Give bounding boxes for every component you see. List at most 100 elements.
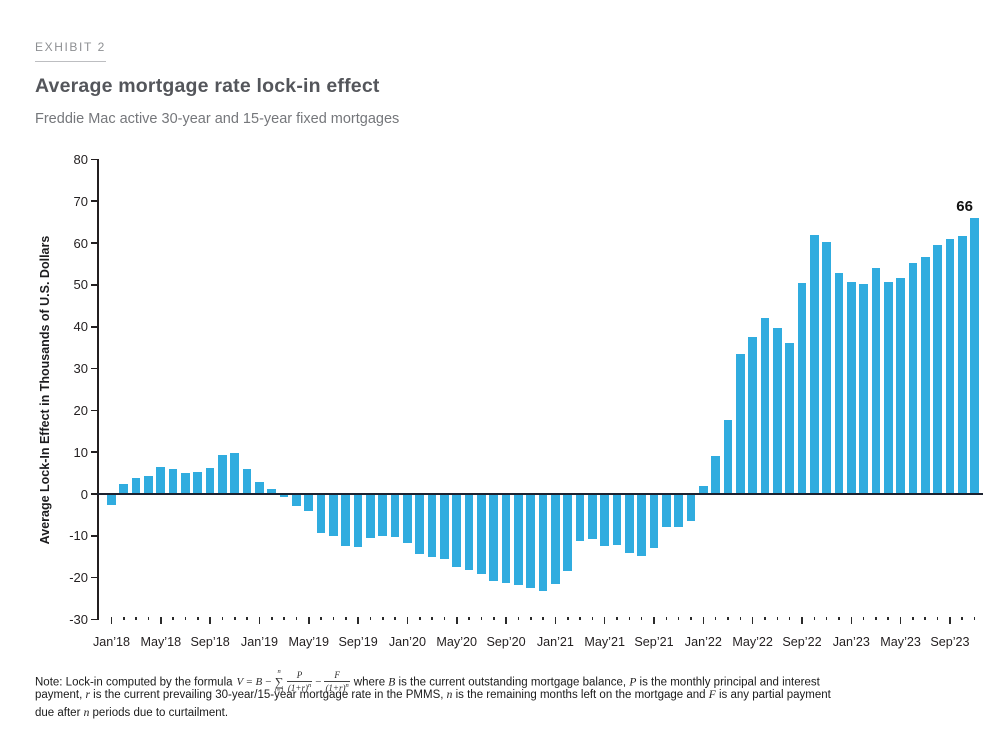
- bar: [970, 217, 979, 494]
- bar: [760, 318, 770, 494]
- x-tick: [690, 617, 692, 620]
- x-tick: [936, 617, 939, 620]
- fraction-1: P (1+r)n: [286, 670, 313, 693]
- x-tick: [110, 617, 113, 624]
- bar: [551, 494, 560, 584]
- lockin-formula: V = B − n ∑ i=1 P (1+r)n − F (1+r)n: [236, 668, 350, 694]
- bar: [871, 268, 881, 494]
- bar: [637, 494, 647, 557]
- x-tick-label: Sep’18: [190, 635, 230, 649]
- x-tick: [640, 617, 643, 620]
- y-tick-label: 80: [73, 151, 88, 167]
- y-tick-label: 50: [73, 277, 88, 293]
- x-tick-label: May’19: [288, 635, 330, 649]
- bar: [698, 485, 708, 494]
- bar: [390, 494, 400, 538]
- bar: [859, 284, 868, 494]
- exhibit-label: EXHIBIT 2: [35, 40, 106, 62]
- bar: [575, 494, 585, 542]
- x-tick: [221, 617, 224, 620]
- y-tick: [90, 618, 98, 621]
- y-tick: [90, 200, 98, 203]
- math-variable: B: [388, 676, 396, 689]
- bar: [366, 494, 375, 539]
- bar: [341, 494, 351, 546]
- bar: [427, 494, 437, 557]
- x-tick-label: May’23: [880, 635, 921, 649]
- page-title: Average mortgage rate lock-in effect: [35, 75, 380, 97]
- x-tick: [270, 617, 273, 620]
- y-tick: [90, 284, 98, 286]
- bar: [144, 475, 153, 494]
- x-tick: [505, 617, 507, 624]
- bar: [957, 236, 967, 494]
- footnote-text: is the remaining months left on the mort…: [452, 689, 709, 701]
- x-tick: [751, 617, 754, 624]
- y-tick-label: -20: [69, 570, 88, 586]
- bar: [662, 494, 671, 528]
- math-variable: F: [708, 689, 716, 701]
- bar: [920, 256, 930, 494]
- bar: [834, 273, 844, 494]
- bar: [538, 494, 548, 592]
- bar: [477, 494, 486, 574]
- zero-line: [97, 493, 983, 495]
- x-tick: [455, 617, 458, 624]
- bar: [193, 472, 203, 494]
- bar: [181, 473, 190, 494]
- page-subtitle: Freddie Mac active 30-year and 15-year f…: [35, 111, 400, 127]
- bar-value-label: 66: [956, 197, 973, 215]
- bar: [748, 337, 757, 494]
- bar: [600, 494, 610, 547]
- x-tick: [677, 617, 680, 620]
- x-tick: [480, 617, 483, 620]
- bar: [908, 262, 918, 494]
- footnote-text: Note: Lock-in computed by the formula: [35, 676, 233, 689]
- x-tick: [542, 617, 544, 620]
- bar: [205, 467, 215, 494]
- y-tick-label: 10: [73, 444, 88, 460]
- x-tick: [529, 617, 532, 620]
- y-axis-title: Average Lock-In Effect in Thousands of U…: [38, 235, 52, 545]
- footnote-text: due after: [35, 707, 84, 719]
- footnote-line-2: payment, r is the current prevailing 30-…: [35, 689, 831, 701]
- footnote-text: is the monthly principal and interest: [636, 676, 820, 689]
- math-variable: r: [85, 689, 90, 701]
- x-tick-label: Sep’21: [634, 635, 674, 649]
- x-tick: [924, 617, 927, 620]
- y-tick-label: 40: [73, 319, 88, 335]
- x-tick-label: Jan’21: [536, 635, 574, 649]
- x-tick-label: Sep’23: [930, 635, 970, 649]
- x-tick: [813, 617, 816, 620]
- bar: [440, 494, 449, 560]
- x-tick: [850, 617, 853, 624]
- bar: [316, 494, 326, 534]
- x-tick: [665, 617, 668, 620]
- bar: [809, 234, 819, 494]
- x-tick: [246, 617, 248, 620]
- x-tick: [714, 617, 717, 620]
- bar: [501, 494, 511, 584]
- x-tick-label: May’21: [584, 635, 625, 649]
- bar: [168, 469, 178, 494]
- bar: [267, 489, 277, 494]
- x-tick-label: Jan’23: [832, 635, 870, 649]
- bar: [304, 494, 314, 512]
- x-tick: [184, 617, 187, 620]
- bar: [846, 281, 856, 494]
- bar: [686, 494, 696, 522]
- x-tick: [394, 617, 396, 620]
- bar: [452, 494, 462, 567]
- x-tick: [899, 617, 902, 624]
- x-tick: [862, 617, 865, 620]
- bar: [353, 494, 363, 547]
- bar: [772, 327, 782, 494]
- x-tick: [197, 617, 199, 620]
- y-tick: [90, 242, 98, 244]
- x-tick: [307, 617, 310, 624]
- y-tick: [90, 409, 98, 412]
- x-tick-label: Sep’22: [782, 635, 822, 649]
- bar: [489, 494, 499, 581]
- x-tick: [961, 617, 964, 620]
- x-tick-label: Sep’19: [338, 635, 378, 649]
